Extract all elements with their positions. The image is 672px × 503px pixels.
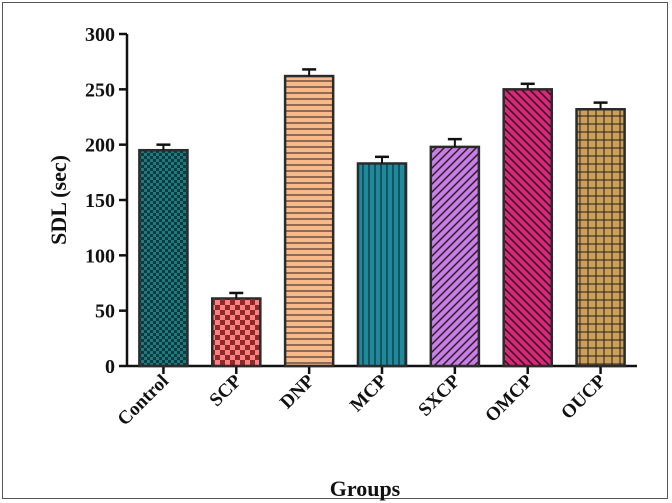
bar-dnp [283,74,335,368]
bar-control [138,148,189,368]
x-tick-label: SXCP [414,370,464,420]
y-tick-label: 150 [85,190,115,212]
bars [138,74,626,368]
y-axis: 0 50 100 150 200 250 300 [85,24,129,378]
bar-sxcp [429,145,481,368]
y-tick-label: 50 [95,301,115,323]
x-axis: Control SCP DNP MCP SXCP OMCP OUCP [114,364,637,430]
bar-omcp [502,88,554,368]
x-axis-title: Groups [330,476,401,501]
y-tick-label: 100 [85,245,115,267]
bar-mcp [356,162,408,368]
x-tick-label: SCP [206,370,247,411]
figure-frame [2,2,668,499]
y-tick-label: 200 [85,135,115,157]
x-tick-label: Control [114,371,173,430]
bar-scp [210,297,262,368]
y-axis-title: SDL (sec) [46,155,71,245]
y-tick-label: 250 [85,79,115,101]
x-tick-label: DNP [276,370,319,413]
y-tick-label: 300 [85,24,115,46]
x-tick-label: MCP [346,370,392,416]
error-bars [156,68,608,299]
x-tick-label: OUCP [557,370,610,423]
y-tick-label: 0 [105,356,115,378]
x-tick-label: OMCP [481,370,537,426]
bar-oucp [575,108,626,368]
